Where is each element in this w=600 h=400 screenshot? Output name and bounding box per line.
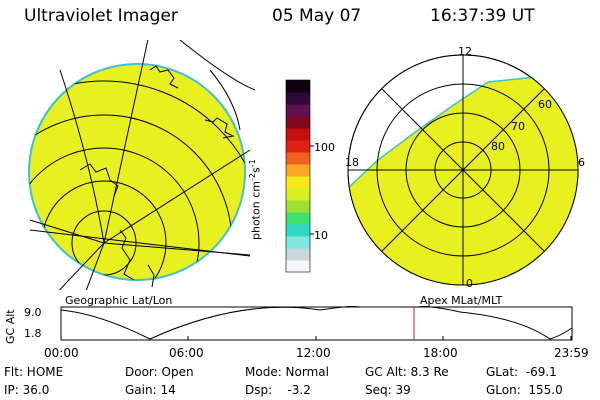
colorbar-segment	[286, 200, 310, 213]
colorbar-segment	[286, 224, 310, 237]
gc-alt-label: GC Alt: 8.3 Re	[365, 365, 449, 379]
timeline-xtick-1200: 12:00	[296, 346, 331, 360]
map-disc	[28, 63, 246, 281]
timeline-plot	[60, 306, 573, 341]
mlt-label-0: 0	[466, 277, 473, 290]
geographic-map	[28, 40, 256, 290]
colorbar-segment	[286, 80, 310, 93]
colorbar-segment	[286, 212, 310, 225]
instrument-title: Ultraviolet Imager	[24, 6, 178, 26]
timeline-xtick-0000: 00:00	[44, 346, 79, 360]
colorbar-segment	[286, 152, 310, 165]
glat-value: -69.1	[525, 365, 557, 379]
auroral-fill	[348, 69, 578, 285]
colorbar-segment	[286, 260, 310, 273]
colorbar-segment	[286, 176, 310, 189]
timeline-ytick-high: 9.0	[24, 306, 42, 319]
door-label: Door: Open	[125, 365, 194, 379]
colorbar-tick-100: 100	[314, 141, 335, 154]
colorbar	[285, 79, 314, 273]
dsp-label: Dsp: -3.2	[245, 383, 311, 397]
mlat-label-80: 80	[491, 140, 505, 153]
colorbar-segment	[286, 164, 310, 177]
colorbar-segment	[286, 104, 310, 117]
mode-label: Mode: Normal	[245, 365, 329, 379]
right-map-caption: Apex MLat/MLT	[420, 294, 503, 307]
colorbar-unit-label: photon cm-2s-1	[248, 159, 263, 240]
mlat-label-70: 70	[511, 120, 525, 133]
glon-value: 155.0	[528, 383, 563, 397]
gain-label: Gain: 14	[125, 383, 176, 397]
glon-label: GLon: 155.0	[486, 383, 563, 397]
timeline-ytick-low: 1.8	[24, 327, 42, 340]
apex-map	[347, 54, 579, 286]
timeline-axis-label: GC Alt	[4, 309, 17, 344]
colorbar-segment	[286, 128, 310, 141]
colorbar-segment	[286, 188, 310, 201]
mlt-label-12: 12	[458, 45, 472, 58]
timeline-xtick-2359: 23:59	[554, 346, 589, 360]
colorbar-segment	[286, 236, 310, 249]
glat-label: GLat: -69.1	[486, 365, 557, 379]
timeline-xtick-0600: 06:00	[169, 346, 204, 360]
colorbar-segment	[286, 92, 310, 105]
timeline-xtick-1800: 18:00	[423, 346, 458, 360]
ip-label: IP: 36.0	[4, 383, 50, 397]
seq-label: Seq: 39	[365, 383, 411, 397]
colorbar-segment	[286, 248, 310, 261]
colorbar-tick-10: 10	[314, 229, 328, 242]
time-label: 16:37:39 UT	[430, 6, 535, 26]
colorbar-segment	[286, 116, 310, 129]
dsp-value: -3.2	[287, 383, 311, 397]
flight-label: Flt: HOME	[4, 365, 64, 379]
mlt-label-18: 18	[345, 156, 359, 169]
left-map-caption: Geographic Lat/Lon	[65, 294, 173, 307]
mlt-label-6: 6	[578, 156, 585, 169]
date-label: 05 May 07	[272, 6, 362, 26]
mlat-label-60: 60	[538, 98, 552, 111]
colorbar-segment	[286, 140, 310, 153]
